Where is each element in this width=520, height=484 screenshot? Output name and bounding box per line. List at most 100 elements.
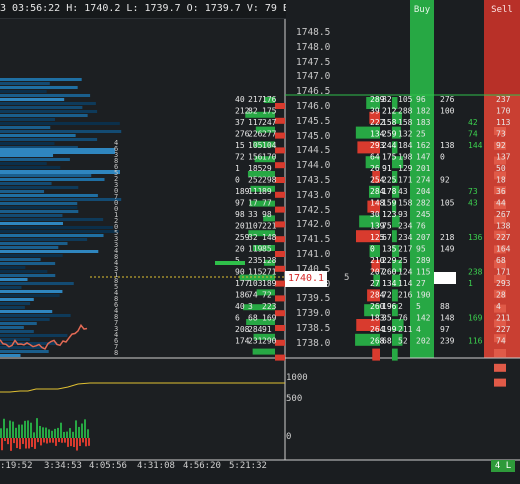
profile-number: 0 <box>114 187 118 195</box>
buy-column-header[interactable]: Buy <box>413 5 431 15</box>
ladder-number: 92 <box>440 176 450 185</box>
ladder-number: 267 <box>496 210 511 219</box>
ladder-number: 235 <box>248 256 263 265</box>
heatmap-row <box>0 258 41 261</box>
volume-bar <box>64 438 66 443</box>
ladder-number: 231 <box>248 337 263 346</box>
ladder-number: 174 <box>235 337 250 346</box>
heatmap-row <box>0 106 83 109</box>
buy-depth-bar <box>392 215 400 228</box>
ladder-number: 293 <box>370 141 385 150</box>
ladder-number: 117 <box>248 118 263 127</box>
profile-number: 2 <box>114 217 118 225</box>
heatmap-row <box>0 134 76 137</box>
price-label: 1738.0 <box>296 337 331 349</box>
ladder-number: 171 <box>496 268 511 277</box>
volume-bar <box>39 425 41 438</box>
heatmap-row <box>0 194 98 197</box>
heatmap-row <box>0 282 74 285</box>
ask-bar <box>275 265 285 272</box>
ladder-number: 212 <box>235 107 250 116</box>
ladder-number: 44 <box>496 199 506 208</box>
ladder-number: 76 <box>416 222 426 231</box>
delta-bar <box>369 111 380 124</box>
ladder-number: 68 <box>248 314 258 323</box>
sell-column-header[interactable]: Sell <box>491 5 513 15</box>
volume-bar <box>16 438 18 449</box>
heatmap-row <box>0 278 28 281</box>
ladder-number: 116 <box>468 337 483 346</box>
ladder-number: 211 <box>496 314 511 323</box>
ladder-number: 176 <box>262 95 277 104</box>
heatmap-row <box>0 270 48 273</box>
bid-bar <box>263 215 275 222</box>
profile-number: 8 <box>114 313 118 321</box>
ladder-number: 96 <box>416 95 426 104</box>
ladder-number: 32 <box>248 233 258 242</box>
heatmap-row <box>0 154 54 157</box>
ladder-number: 74 <box>248 291 258 300</box>
volume-bar <box>37 438 39 443</box>
ask-bar <box>275 117 285 124</box>
profile-number: 2 <box>114 175 118 183</box>
ladder-number: 162 <box>416 141 431 150</box>
buy-depth-bar <box>392 185 400 198</box>
volume-bar <box>87 429 89 438</box>
heatmap-row <box>0 118 55 121</box>
sell-depth-bar <box>494 378 506 387</box>
volume-bar <box>9 420 11 438</box>
status-badge[interactable]: 4 L <box>491 460 515 472</box>
volume-bar <box>3 418 5 438</box>
price-label: 1748.5 <box>296 27 331 38</box>
ladder-number: 178 <box>382 187 397 196</box>
heatmap-row <box>0 290 63 293</box>
heatmap-row <box>0 114 88 117</box>
delta-bar <box>367 200 380 213</box>
time-label: 5:21:32 <box>229 461 267 471</box>
volume-bar <box>88 438 90 446</box>
volume-bar <box>82 438 84 443</box>
heatmap-row <box>0 334 68 337</box>
ladder-number: 119 <box>248 245 263 254</box>
ladder-number: 129 <box>398 164 413 173</box>
heatmap-row <box>0 86 78 89</box>
ladder-number: 234 <box>398 222 413 231</box>
ladder-number: 27 <box>416 279 426 288</box>
ladder-number: 260 <box>370 302 385 311</box>
ladder-number: 210 <box>370 256 385 265</box>
heatmap-row <box>0 234 104 237</box>
volume-at-price: 5 <box>344 273 350 283</box>
volume-bar <box>81 423 83 438</box>
ask-bar <box>275 339 285 346</box>
ladder-number: 139 <box>370 222 385 231</box>
time-label: :19:52 <box>0 461 33 471</box>
ladder-number: 186 <box>235 291 250 300</box>
ladder-number: 198 <box>398 153 413 162</box>
sell-depth-bar <box>494 363 506 372</box>
volume-bar <box>85 438 87 447</box>
ladder-number: 17 <box>248 199 258 208</box>
ladder-number: 199 <box>382 325 397 334</box>
heatmap-row <box>0 148 115 154</box>
ladder-number: 184 <box>398 141 413 150</box>
heatmap-row <box>0 146 78 149</box>
ladder-number: 189 <box>235 187 250 196</box>
heatmap-row <box>0 214 63 217</box>
ladder-number: 223 <box>262 302 277 311</box>
ask-bar <box>275 103 285 109</box>
ladder-number: 208 <box>235 325 250 334</box>
ladder-number: 1 <box>235 164 240 173</box>
buy-depth-bar <box>392 348 398 361</box>
price-label: 1748.0 <box>296 41 331 53</box>
ladder-number: 204 <box>416 187 431 196</box>
volume-bar <box>76 438 78 451</box>
profile-number: 8 <box>114 295 118 303</box>
bid-bar <box>248 230 275 237</box>
ladder-number: 5 <box>235 256 240 265</box>
volume-bar <box>69 428 71 438</box>
ladder-number: 91 <box>382 164 392 173</box>
ladder-number: 190 <box>416 291 431 300</box>
price-label: 1743.5 <box>296 175 331 186</box>
